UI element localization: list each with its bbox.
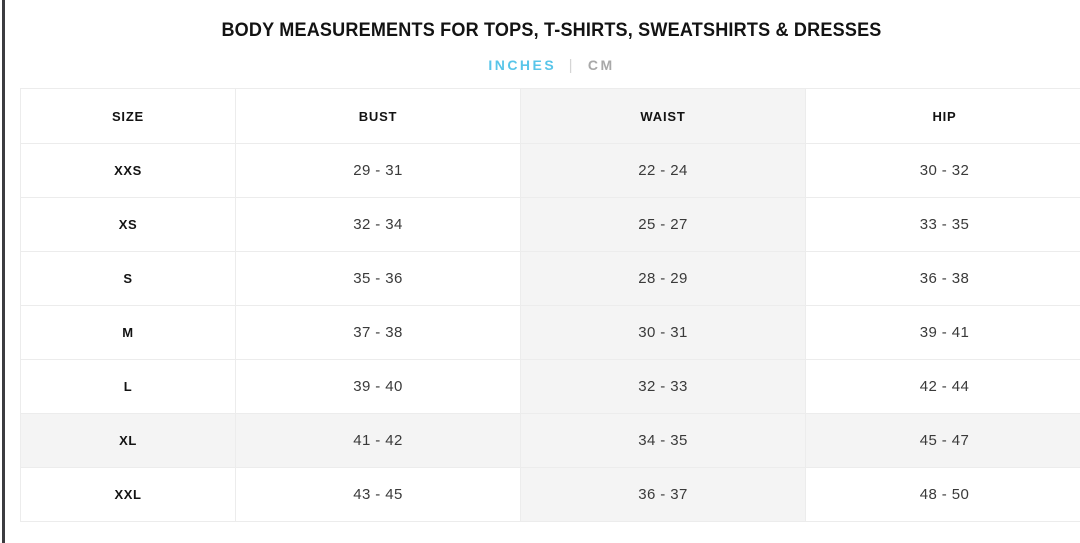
column-header-size: SIZE [20,88,236,144]
bust-cell: 35 - 36 [235,251,521,306]
bust-cell: 29 - 31 [235,143,521,198]
bust-cell: 39 - 40 [235,359,521,414]
hip-cell: 30 - 32 [805,143,1080,198]
size-cell: M [20,305,236,360]
table-row: XXS 29 - 31 22 - 24 30 - 32 [20,143,1080,198]
table-row: S 35 - 36 28 - 29 36 - 38 [20,251,1080,306]
hip-cell: 45 - 47 [805,413,1080,468]
hip-cell: 33 - 35 [805,197,1080,252]
unit-toggle: INCHES | CM [20,55,1080,75]
column-header-bust: BUST [235,88,521,144]
size-cell: XXS [20,143,236,198]
bust-cell: 43 - 45 [235,467,521,522]
hip-cell: 42 - 44 [805,359,1080,414]
panel-left-border [2,0,5,543]
bust-cell: 32 - 34 [235,197,521,252]
table-header-row: SIZE BUST WAIST HIP [20,88,1080,144]
hip-cell: 36 - 38 [805,251,1080,306]
size-cell: XS [20,197,236,252]
table-row-highlighted: XL 41 - 42 34 - 35 45 - 47 [20,413,1080,468]
waist-cell: 28 - 29 [520,251,806,306]
waist-cell: 22 - 24 [520,143,806,198]
size-chart-table: SIZE BUST WAIST HIP XXS 29 - 31 22 - 24 … [20,88,1080,522]
waist-cell: 30 - 31 [520,305,806,360]
table-row: XXL 43 - 45 36 - 37 48 - 50 [20,467,1080,522]
size-cell: XXL [20,467,236,522]
size-cell: L [20,359,236,414]
size-cell: XL [20,413,236,468]
size-chart-panel: BODY MEASUREMENTS FOR TOPS, T-SHIRTS, SW… [20,0,1080,522]
hip-cell: 48 - 50 [805,467,1080,522]
column-header-waist: WAIST [520,88,806,144]
size-cell: S [20,251,236,306]
hip-cell: 39 - 41 [805,305,1080,360]
waist-cell: 34 - 35 [520,413,806,468]
waist-cell: 25 - 27 [520,197,806,252]
inches-toggle[interactable]: INCHES [488,57,557,73]
bust-cell: 41 - 42 [235,413,521,468]
cm-toggle[interactable]: CM [587,57,615,73]
unit-toggle-separator: | [568,57,573,74]
table-row: M 37 - 38 30 - 31 39 - 41 [20,305,1080,360]
bust-cell: 37 - 38 [235,305,521,360]
table-row: L 39 - 40 32 - 33 42 - 44 [20,359,1080,414]
table-row: XS 32 - 34 25 - 27 33 - 35 [20,197,1080,252]
page-title: BODY MEASUREMENTS FOR TOPS, T-SHIRTS, SW… [221,20,882,41]
waist-cell: 32 - 33 [520,359,806,414]
waist-cell: 36 - 37 [520,467,806,522]
column-header-hip: HIP [805,88,1080,144]
